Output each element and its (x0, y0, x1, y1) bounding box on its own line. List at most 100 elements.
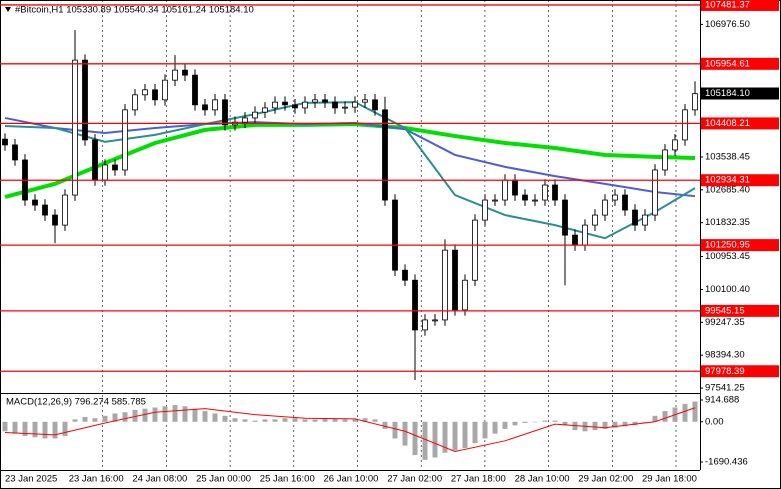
candle-body (682, 109, 688, 141)
level-label: 102934.31 (705, 175, 750, 186)
macd-bar (512, 421, 518, 426)
candle-body (542, 184, 548, 201)
candle-body (562, 199, 568, 236)
candle-body (442, 249, 448, 321)
macd-bar (92, 418, 98, 422)
y-tick-label: 103538.45 (705, 151, 750, 162)
level-label-bg (701, 117, 779, 130)
macd-bar (342, 419, 348, 422)
macd-bar (332, 418, 338, 422)
macd-title: MACD(12,26,9) 796.274 585.785 (6, 397, 146, 408)
level-label: 97978.39 (705, 366, 745, 377)
candle-body (192, 74, 198, 106)
macd-bar (22, 421, 28, 437)
candle-body (652, 169, 658, 216)
level-label-bg (701, 239, 779, 252)
macd-bar (482, 421, 488, 439)
candle-body (522, 194, 528, 201)
candle-body (412, 279, 418, 331)
candle-body (122, 109, 128, 171)
candle-body (312, 99, 318, 103)
y-tick-label: 98394.30 (705, 350, 745, 361)
candle-body (12, 144, 18, 161)
y-tick-label: 100100.40 (705, 284, 750, 295)
level-label-bg (701, 0, 779, 11)
macd-bar (62, 421, 68, 437)
macd-bar (292, 418, 298, 422)
macd-bar (562, 421, 568, 426)
candle-body (182, 69, 188, 76)
candle-body (52, 214, 58, 226)
macd-bar (172, 405, 178, 422)
candle-body (92, 139, 98, 181)
x-tick-label: 26 Jan 10:00 (324, 474, 379, 485)
candle-body (152, 89, 158, 101)
x-tick-label: 29 Jan 02:00 (578, 474, 633, 485)
macd-bar (532, 421, 538, 423)
x-tick-label: 24 Jan 08:00 (132, 474, 187, 485)
macd-bar (542, 420, 548, 422)
macd-bar (192, 408, 198, 422)
signal-line (4, 407, 696, 453)
macd-bar (142, 408, 148, 422)
macd-bar (662, 411, 668, 422)
macd-bar (82, 417, 88, 422)
candle-body (282, 101, 288, 106)
macd-bar (322, 418, 328, 422)
y-tick-label: 102685.40 (705, 184, 750, 195)
y-tick-label: 0.00 (705, 416, 724, 427)
candle-body (132, 94, 138, 111)
candle-body (222, 99, 228, 126)
candle-body (242, 117, 248, 123)
candle-body (162, 79, 168, 101)
candle-body (72, 59, 78, 196)
macd-bar (692, 401, 698, 422)
macd-bar (502, 421, 508, 429)
moving-average (4, 122, 696, 199)
x-tick-label: 23 Jan 2025 (5, 474, 57, 485)
candle-body (432, 319, 438, 322)
candle-body (692, 93, 698, 111)
candle-body (362, 99, 368, 103)
candle-body (422, 319, 428, 331)
candle-body (622, 194, 628, 211)
y-tick-label: 101832.35 (705, 217, 750, 228)
candle-body (372, 99, 378, 111)
x-tick-label: 28 Jan 10:00 (515, 474, 570, 485)
macd-bar (152, 407, 158, 422)
level-label-bg (701, 304, 779, 317)
macd-bar (272, 419, 278, 422)
candle-body (2, 138, 8, 146)
candle-body (502, 179, 508, 201)
macd-bar (462, 421, 468, 448)
macd-bar (2, 421, 8, 432)
candle-body (82, 59, 88, 141)
x-tick-label: 27 Jan 02:00 (387, 474, 442, 485)
macd-bar (652, 415, 658, 422)
y-tick-label: 97541.25 (705, 383, 745, 394)
macd-bar (12, 421, 18, 434)
candle-body (582, 224, 588, 246)
macd-bar (422, 421, 428, 460)
macd-bar (42, 421, 48, 439)
macd-bar (312, 419, 318, 422)
candle-body (462, 279, 468, 311)
candle-body (392, 199, 398, 271)
macd-bar (252, 420, 258, 422)
candle-body (352, 101, 358, 108)
y-tick-label: -1690.436 (705, 457, 748, 468)
candle-body (402, 269, 408, 281)
candle-body (532, 199, 538, 202)
last-price-label: 105184.10 (705, 88, 750, 99)
candle-body (252, 111, 258, 119)
candle-body (602, 199, 608, 216)
macd-bar (282, 418, 288, 422)
y-tick-label: 106976.50 (705, 19, 750, 30)
y-tick-label: 914.688 (705, 395, 739, 406)
macd-bar (442, 421, 448, 453)
macd-bar (642, 421, 648, 423)
candle-body (382, 109, 388, 201)
x-tick-label: 23 Jan 16:00 (69, 474, 124, 485)
macd-bar (592, 421, 598, 431)
